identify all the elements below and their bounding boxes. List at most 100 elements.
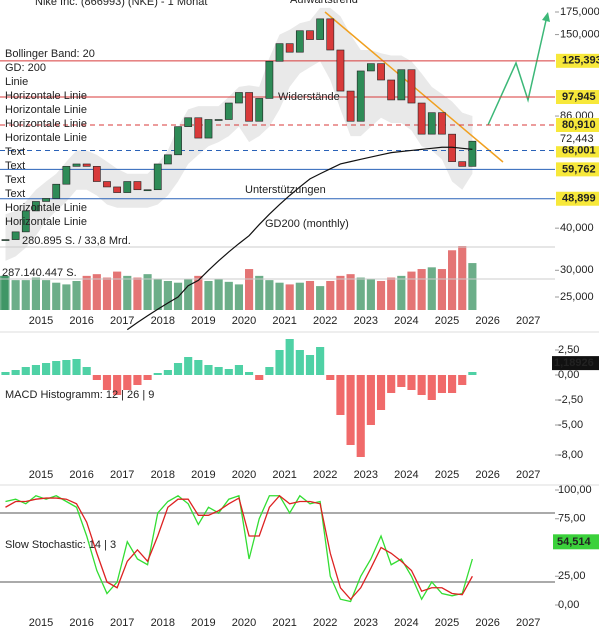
candle bbox=[275, 43, 284, 62]
level-box bbox=[556, 191, 599, 206]
macd-bar bbox=[316, 347, 325, 375]
macd-bar bbox=[245, 372, 254, 375]
volume-label: 287.140.447 S. bbox=[2, 267, 77, 279]
macd-bar bbox=[224, 369, 233, 375]
macd-bar bbox=[204, 365, 213, 375]
candle bbox=[356, 70, 365, 122]
candle bbox=[326, 18, 335, 51]
candle bbox=[123, 181, 132, 193]
x-tick-label: 2022 bbox=[313, 617, 337, 628]
candle bbox=[458, 161, 467, 167]
candle bbox=[438, 112, 446, 135]
candle bbox=[255, 98, 264, 122]
volume-bar bbox=[448, 250, 457, 310]
x-tick-label: 2019 bbox=[191, 617, 215, 628]
candle bbox=[468, 140, 477, 167]
candle bbox=[143, 189, 152, 192]
legend-entry: Horizontale Linie bbox=[5, 132, 87, 144]
volume-bar bbox=[265, 280, 274, 310]
x-tick-label: 2015 bbox=[29, 469, 53, 481]
legend-entry: Text bbox=[5, 160, 25, 172]
macd-bar bbox=[62, 360, 71, 375]
candle bbox=[153, 163, 162, 191]
volume-bar bbox=[285, 284, 294, 310]
x-tick-label: 2021 bbox=[272, 617, 296, 628]
macd-bar bbox=[21, 367, 30, 375]
y-tick-label: 0,00 bbox=[558, 369, 579, 381]
candle bbox=[427, 112, 436, 135]
panel-title: MACD Histogramm: 12 | 26 | 9 bbox=[5, 389, 154, 401]
last-label: 72,443 bbox=[560, 133, 594, 145]
x-tick-label: 2019 bbox=[191, 315, 215, 327]
macd-bar bbox=[275, 350, 284, 375]
annotation: GD200 (monthly) bbox=[265, 218, 349, 230]
x-tick-label: 2016 bbox=[69, 315, 93, 327]
volume-bar bbox=[245, 269, 254, 310]
candle bbox=[306, 30, 314, 40]
candle bbox=[235, 92, 243, 104]
legend-entry: GD: 200 bbox=[5, 62, 46, 74]
legend-entry: Linie bbox=[5, 76, 28, 88]
macd-bar bbox=[173, 363, 183, 375]
macd-bar bbox=[82, 367, 91, 375]
x-tick-label: 2025 bbox=[435, 469, 459, 481]
macd-bar bbox=[133, 375, 142, 385]
macd-bar bbox=[346, 375, 355, 445]
macd-bar bbox=[11, 370, 20, 375]
volume-bar bbox=[407, 271, 416, 310]
x-tick-label: 2024 bbox=[394, 469, 418, 481]
forecast bbox=[487, 15, 548, 126]
legend-entry: Text bbox=[5, 146, 25, 158]
volume-bar bbox=[21, 280, 30, 310]
level-label: 80,910 bbox=[562, 119, 596, 131]
x-tick-label: 2020 bbox=[232, 315, 256, 327]
macd-bar bbox=[356, 375, 365, 457]
volume-bar bbox=[417, 269, 426, 310]
x-tick-label: 2021 bbox=[272, 469, 296, 481]
legend-entry: Horizontale Linie bbox=[5, 118, 87, 130]
volume-bar bbox=[133, 277, 142, 310]
x-tick-label: 2020 bbox=[232, 617, 256, 628]
macd-bar bbox=[1, 372, 10, 375]
volume-bar bbox=[31, 277, 41, 310]
annotation: Aufwärtstrend bbox=[290, 0, 358, 6]
candle bbox=[265, 60, 274, 99]
candle bbox=[397, 69, 406, 101]
macd-bar bbox=[397, 375, 406, 387]
volume-bar bbox=[143, 274, 152, 310]
macd-bar bbox=[326, 375, 335, 380]
x-tick-label: 2023 bbox=[354, 617, 378, 628]
macd-bar bbox=[366, 375, 375, 425]
candle bbox=[224, 102, 233, 120]
macd-bar bbox=[113, 375, 122, 395]
macd-bar bbox=[458, 375, 467, 385]
x-tick-label: 2018 bbox=[151, 469, 175, 481]
x-tick-label: 2026 bbox=[475, 315, 499, 327]
last-label: 1,18926 bbox=[554, 357, 594, 369]
macd-bar bbox=[194, 360, 203, 375]
volume-bar bbox=[214, 279, 223, 310]
annotation: Unterstützungen bbox=[245, 184, 326, 196]
candle bbox=[11, 231, 20, 240]
x-tick-label: 2024 bbox=[394, 315, 418, 327]
candle bbox=[346, 90, 355, 122]
macd-bar bbox=[123, 375, 132, 390]
volume-bar bbox=[356, 277, 365, 310]
candle bbox=[82, 163, 91, 167]
level-box bbox=[556, 143, 599, 158]
bands bbox=[5, 7, 473, 261]
volume-bar bbox=[295, 282, 304, 310]
volume-bar bbox=[224, 281, 233, 310]
candle bbox=[407, 69, 416, 104]
y-tick-label: 150,000 bbox=[560, 28, 599, 40]
candle bbox=[316, 18, 325, 40]
y-tick-label: 175,000 bbox=[560, 6, 599, 18]
level-label: 125,393 bbox=[562, 55, 599, 67]
x-tick-label: 2017 bbox=[110, 617, 134, 628]
volume-bar bbox=[427, 267, 436, 310]
volume-bar bbox=[204, 280, 213, 310]
macd-bar bbox=[72, 359, 81, 375]
candle bbox=[184, 117, 193, 127]
volume-bar bbox=[72, 280, 81, 310]
